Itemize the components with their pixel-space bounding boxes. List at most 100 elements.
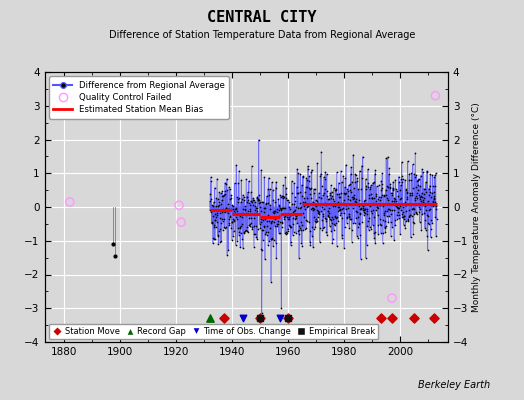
Point [233, 237, 242, 244]
Point [413, 190, 421, 196]
Point [255, 204, 264, 210]
Point [398, 214, 407, 220]
Point [238, 191, 247, 198]
Point [276, 205, 284, 211]
Point [373, 202, 381, 208]
Point [311, 218, 319, 225]
Point [261, 216, 269, 222]
Point [402, 218, 411, 224]
Point [210, 199, 218, 205]
Point [405, 214, 413, 220]
Point [352, 196, 361, 202]
Point [264, 186, 272, 192]
Point [329, 196, 337, 203]
Point [314, 208, 322, 214]
Point [384, 184, 392, 190]
Point [233, 216, 241, 222]
Point [319, 225, 328, 231]
Point [361, 206, 369, 212]
Point [314, 200, 322, 206]
Point [328, 213, 336, 220]
Point [356, 210, 364, 216]
Point [221, 180, 229, 186]
Point [381, 224, 390, 230]
Point [283, 230, 291, 236]
Point [247, 215, 255, 221]
Point [276, 229, 284, 236]
Point [371, 240, 379, 246]
Point [330, 198, 339, 204]
Point [225, 184, 233, 190]
Point [210, 224, 219, 230]
Point [352, 215, 360, 222]
Point [318, 226, 326, 233]
Point [281, 230, 289, 236]
Point [414, 187, 422, 193]
Point [253, 205, 261, 212]
Point [370, 229, 379, 236]
Point [381, 223, 390, 230]
Point [304, 163, 312, 169]
Point [381, 218, 389, 225]
Point [255, 136, 263, 143]
Point [315, 190, 323, 196]
Point [341, 175, 349, 181]
Point [301, 189, 310, 196]
Point [287, 224, 296, 230]
Point [259, 205, 268, 211]
Point [417, 193, 425, 200]
Point [319, 192, 327, 199]
Point [351, 220, 359, 226]
Point [374, 230, 383, 237]
Point [334, 180, 343, 186]
Point [229, 210, 237, 216]
Point [413, 210, 421, 217]
Point [339, 205, 347, 212]
Point [304, 166, 312, 172]
Point [232, 206, 240, 212]
Point [236, 230, 245, 237]
Point [244, 189, 252, 196]
Point [243, 228, 251, 235]
Point [384, 206, 392, 212]
Point [343, 214, 352, 221]
Point [309, 198, 317, 205]
Point [296, 188, 304, 195]
Point [227, 219, 236, 225]
Point [376, 202, 385, 208]
Point [287, 212, 296, 218]
Point [212, 210, 221, 216]
Point [373, 212, 381, 219]
Point [235, 195, 243, 202]
Point [384, 154, 392, 160]
Point [350, 194, 358, 200]
Point [408, 192, 416, 198]
Point [286, 224, 294, 230]
Point [226, 196, 234, 202]
Point [206, 174, 215, 180]
Point [298, 222, 306, 228]
Point [350, 195, 358, 201]
Point [395, 212, 403, 218]
Point [432, 216, 441, 223]
Point [329, 236, 337, 242]
Point [293, 190, 301, 197]
Point [408, 184, 417, 191]
Point [363, 223, 372, 229]
Point [245, 215, 253, 222]
Point [336, 168, 345, 174]
Point [402, 202, 410, 208]
Point [213, 212, 222, 218]
Point [342, 202, 351, 208]
Point [358, 202, 367, 209]
Point [316, 225, 324, 231]
Point [267, 219, 276, 225]
Point [332, 214, 340, 221]
Point [431, 92, 440, 99]
Point [384, 196, 392, 203]
Point [347, 216, 356, 222]
Point [388, 315, 396, 322]
Point [239, 315, 248, 322]
Point [394, 204, 402, 211]
Point [431, 170, 440, 177]
